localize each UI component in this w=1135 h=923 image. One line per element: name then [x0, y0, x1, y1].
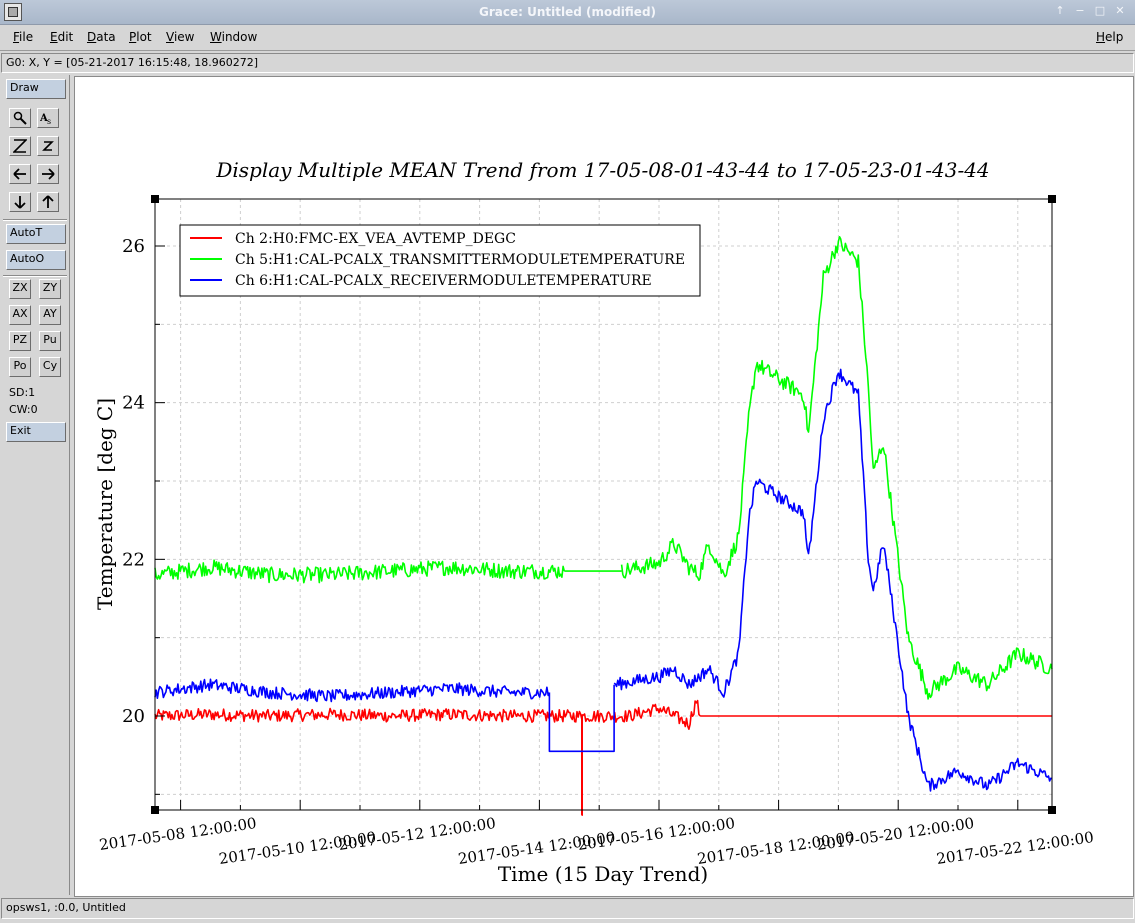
y-tick-label: 26 — [122, 236, 145, 257]
legend-entry: Ch 5:H1:CAL-PCALX_TRANSMITTERMODULETEMPE… — [235, 252, 685, 268]
up-arrow-icon[interactable]: ↑ — [1055, 4, 1065, 17]
series-line-6 — [548, 684, 615, 753]
menu-plot[interactable]: Plot — [129, 30, 152, 44]
corner-handle[interactable] — [151, 195, 159, 203]
separator — [3, 275, 67, 277]
cw-label: CW:0 — [9, 403, 38, 416]
menu-bar: File Edit Data Plot View Window Help — [0, 25, 1135, 51]
y-tick-label: 24 — [122, 393, 145, 414]
x-axis-title: Time (15 Day Trend) — [498, 862, 708, 886]
ax-button[interactable]: AX — [9, 305, 31, 325]
series-group — [154, 236, 1053, 816]
po-button[interactable]: Po — [9, 357, 31, 377]
series-line-0 — [154, 699, 701, 816]
y-tick-label: 20 — [122, 706, 145, 727]
app-icon[interactable] — [4, 3, 22, 21]
series-line-2 — [154, 559, 566, 584]
down-arrow-icon[interactable] — [9, 192, 31, 212]
legend-entry: Ch 2:H0:FMC-EX_VEA_AVTEMP_DEGC — [235, 231, 516, 247]
zoom-y-icon[interactable] — [37, 136, 59, 156]
separator — [3, 219, 67, 221]
selection-handles[interactable] — [151, 195, 1056, 814]
left-arrow-icon[interactable] — [9, 164, 31, 184]
draw-button[interactable]: Draw — [6, 79, 66, 99]
menu-edit[interactable]: Edit — [50, 30, 74, 44]
zx-button[interactable]: ZX — [9, 279, 31, 299]
svg-text:A: A — [40, 113, 48, 124]
y-axis-title: Temperature [deg C] — [93, 398, 117, 610]
menu-help[interactable]: Help — [1096, 30, 1124, 44]
minimize-icon[interactable]: − — [1075, 4, 1085, 17]
corner-handle[interactable] — [151, 806, 159, 814]
menu-data[interactable]: Data — [87, 30, 116, 44]
y-tick-label: 22 — [122, 549, 145, 570]
autoo-button[interactable]: AutoO — [6, 250, 66, 270]
legend-box — [179, 224, 701, 297]
series-line-5 — [154, 678, 551, 703]
plot-canvas[interactable]: 20 22 24 26 2017-05-08 12:00:00 2017-05-10 1… — [74, 76, 1134, 897]
y-axis: 20 22 24 26 — [122, 236, 165, 795]
title-bar: Grace: Untitled (modified) ↑ − □ ✕ — [0, 0, 1135, 25]
corner-handle[interactable] — [1048, 195, 1056, 203]
ay-button[interactable]: AY — [39, 305, 61, 325]
menu-file[interactable]: File — [13, 30, 34, 44]
legend-entry: Ch 6:H1:CAL-PCALX_RECEIVERMODULETEMPERAT… — [235, 273, 652, 289]
status-bar: opsws1, :0.0, Untitled — [1, 898, 1134, 919]
status-text: opsws1, :0.0, Untitled — [6, 901, 126, 914]
exit-button[interactable]: Exit — [6, 422, 66, 442]
chart-title: Display Multiple MEAN Trend from 17-05-0… — [215, 158, 989, 182]
maximize-icon[interactable]: □ — [1094, 4, 1106, 17]
window-title: Grace: Untitled (modified) — [478, 5, 657, 19]
series-line-4 — [620, 236, 1053, 700]
autot-button[interactable]: AutoT — [6, 224, 66, 244]
plot-frame — [154, 198, 1053, 811]
locator-bar: G0: X, Y = [05-21-2017 16:15:48, 18.9602… — [1, 53, 1134, 73]
menu-window[interactable]: Window — [210, 30, 258, 44]
corner-handle[interactable] — [1048, 806, 1056, 814]
series-line-7 — [613, 368, 1053, 792]
zy-button[interactable]: ZY — [39, 279, 61, 299]
zoom-icon[interactable] — [9, 108, 31, 128]
pz-button[interactable]: PZ — [9, 331, 31, 351]
menu-view[interactable]: View — [166, 30, 195, 44]
up-arrow-icon[interactable] — [37, 192, 59, 212]
svg-text:s: s — [47, 117, 51, 125]
zoom-x-icon[interactable] — [9, 136, 31, 156]
close-icon[interactable]: ✕ — [1115, 4, 1125, 17]
right-arrow-icon[interactable] — [37, 164, 59, 184]
sd-label: SD:1 — [9, 386, 36, 399]
pu-button[interactable]: Pu — [39, 331, 61, 351]
cy-button[interactable]: Cy — [39, 357, 61, 377]
legend: Ch 2:H0:FMC-EX_VEA_AVTEMP_DEGC Ch 5:H1:C… — [179, 224, 701, 297]
locator-text: G0: X, Y = [05-21-2017 16:15:48, 18.9602… — [6, 56, 259, 69]
